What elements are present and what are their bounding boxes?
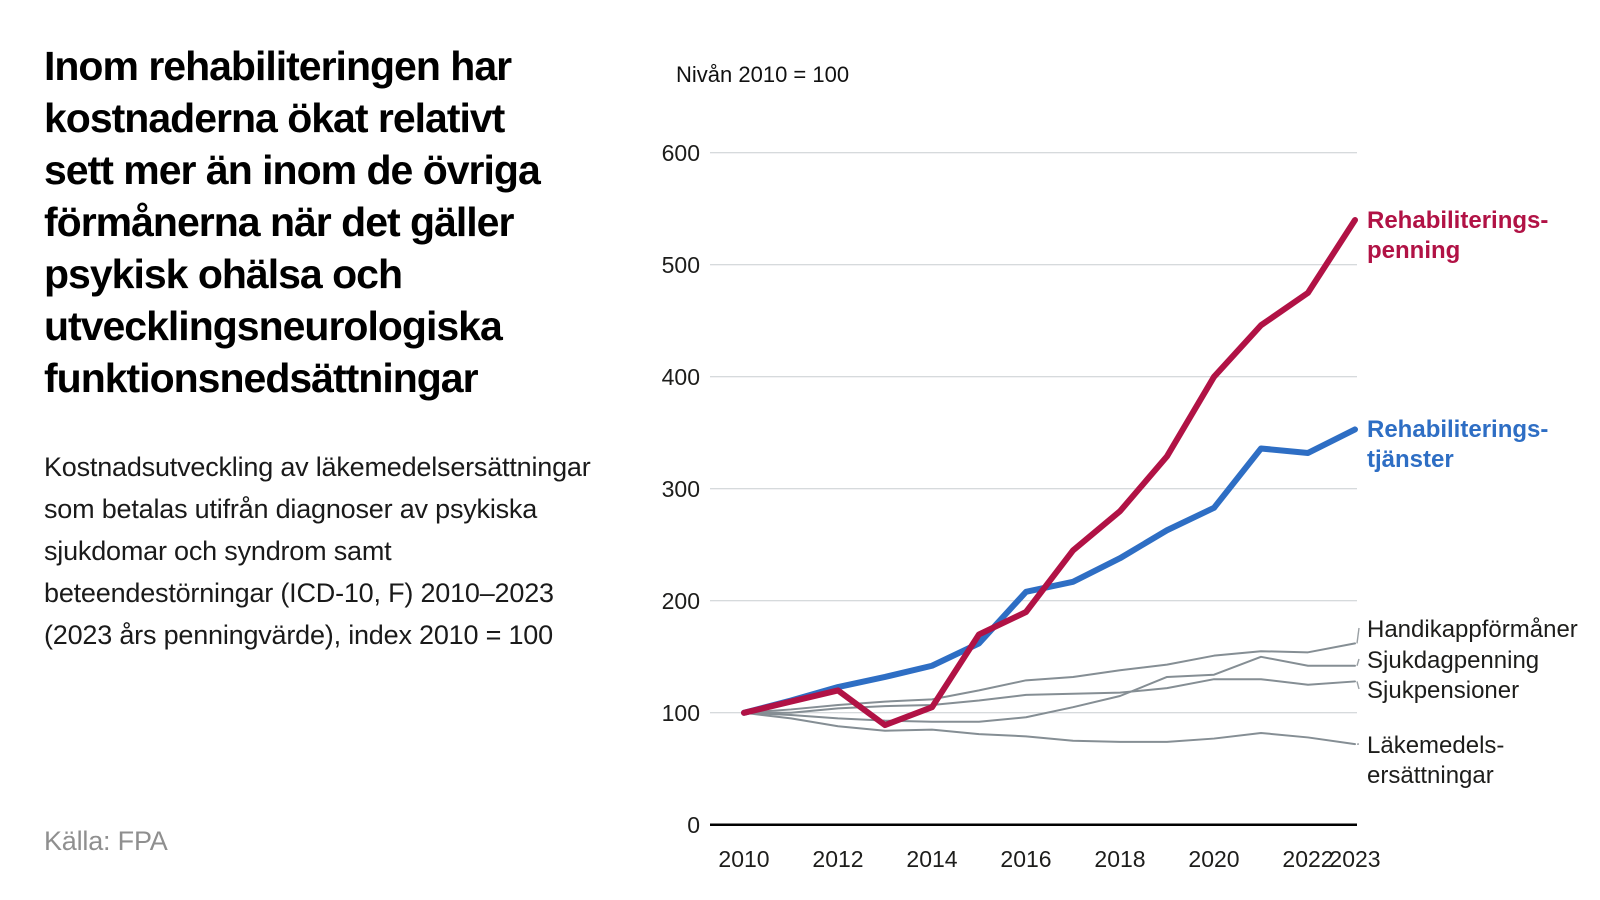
y-tick-label-500: 500 <box>662 252 700 278</box>
series-label-sjukpensioner-line1: Sjukpensioner <box>1367 677 1519 704</box>
x-tick-label-2020: 2020 <box>1188 846 1239 872</box>
source-value: FPA <box>117 826 168 856</box>
series-line-sjukdagpenning <box>743 655 1356 723</box>
x-tick-label-2012: 2012 <box>812 846 863 872</box>
y-tick-label-200: 200 <box>662 588 700 614</box>
headline-block: Inom rehabiliteringen har kostnaderna ök… <box>44 40 644 656</box>
source-label: Källa: <box>44 826 111 856</box>
series-line-sjukpensioner <box>743 678 1356 714</box>
x-tick-label-2023: 2023 <box>1329 846 1380 872</box>
series-label-handikappformaner-line1: Handikappförmåner <box>1367 616 1578 643</box>
y-tick-label-300: 300 <box>662 476 700 502</box>
series-label-rehabiliteringstjanster-line1: Rehabiliterings- <box>1367 416 1548 443</box>
series-label-rehabiliteringspenning-line2: penning <box>1367 237 1460 264</box>
label-connector-sjukdagpenning <box>1356 658 1360 666</box>
y-tick-label-400: 400 <box>662 364 700 390</box>
series-label-lakemedelsersattningar-line1: Läkemedels- <box>1367 732 1504 759</box>
chart-unit-note: Nivån 2010 = 100 <box>676 62 849 87</box>
series-label-sjukdagpenning-line1: Sjukdagpenning <box>1367 647 1539 674</box>
x-tick-label-2010: 2010 <box>718 846 769 872</box>
series-line-rehabiliteringspenning <box>741 217 1358 729</box>
source-line: Källa: FPA <box>44 826 168 857</box>
label-connector-handikappformaner <box>1356 627 1360 644</box>
series-label-rehabiliteringspenning-line1: Rehabiliterings- <box>1367 207 1548 234</box>
y-tick-label-0: 0 <box>687 812 700 838</box>
x-tick-label-2022: 2022 <box>1282 846 1333 872</box>
series-line-lakemedelsersattningar <box>743 711 1356 746</box>
headline-subtitle: Kostnadsutveckling av läkemedelsersättni… <box>44 452 591 650</box>
label-connector-sjukpensioner <box>1356 681 1360 690</box>
series-line-rehabiliteringstjanster <box>741 426 1358 716</box>
headline-title: Inom rehabiliteringen har kostnaderna ök… <box>44 43 541 401</box>
y-tick-label-600: 600 <box>662 140 700 166</box>
x-tick-label-2016: 2016 <box>1000 846 1051 872</box>
series-label-lakemedelsersattningar-line2: ersättningar <box>1367 762 1494 789</box>
series-label-rehabiliteringstjanster-line2: tjänster <box>1367 446 1454 473</box>
y-tick-label-100: 100 <box>662 700 700 726</box>
series-line-handikappformaner <box>743 642 1356 714</box>
x-tick-label-2018: 2018 <box>1094 846 1145 872</box>
x-tick-label-2014: 2014 <box>906 846 957 872</box>
